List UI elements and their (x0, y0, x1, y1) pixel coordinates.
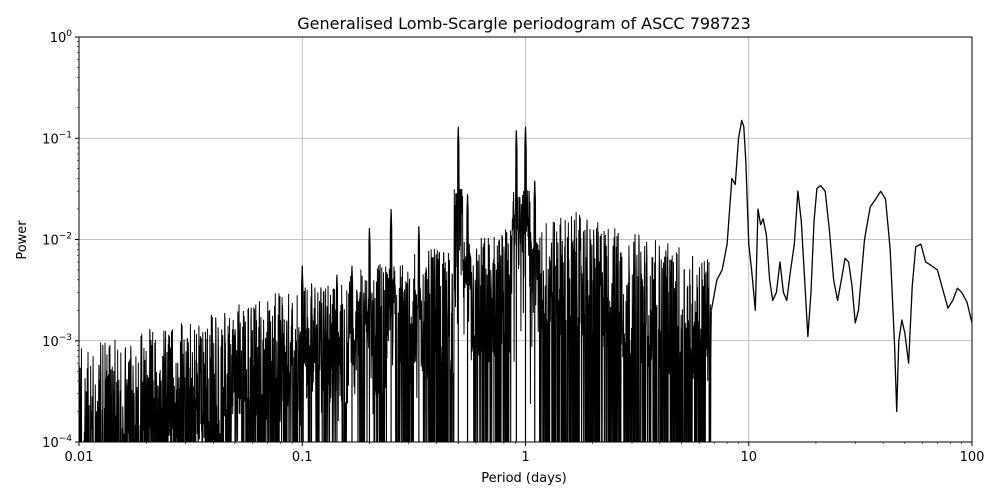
y-axis-label: Power (15, 220, 30, 260)
x-tick-label: 10 (740, 450, 757, 465)
periodogram-line (710, 119, 972, 413)
data-layer (79, 119, 972, 442)
x-tick-label: 0.01 (65, 450, 94, 465)
x-axis-label: Period (days) (481, 471, 567, 486)
x-axis-ticks: 0.01 0.1 1 10 100 (65, 442, 985, 465)
y-tick-label: 100 (50, 29, 73, 46)
x-tick-label: 100 (960, 450, 985, 465)
y-tick-label: 10−3 (42, 333, 72, 350)
y-tick-label: 10−2 (42, 232, 72, 249)
y-tick-label: 10−4 (42, 434, 72, 451)
y-tick-label: 10−1 (42, 130, 72, 147)
x-tick-label: 0.1 (292, 450, 313, 465)
periodogram-noise-line (79, 127, 712, 442)
y-axis-ticks: 10−4 10−3 10−2 10−1 100 (42, 29, 79, 451)
x-tick-label: 1 (521, 450, 529, 465)
chart-title: Generalised Lomb-Scargle periodogram of … (297, 14, 751, 33)
